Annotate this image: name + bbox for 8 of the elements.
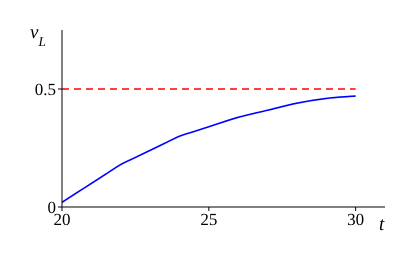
y-axis-title: v$_{L}$ <box>30 22 46 48</box>
x-tick-label: 20 <box>54 210 70 230</box>
x-tick-label: 25 <box>200 210 218 230</box>
y-tick-label: 0.5 <box>34 80 56 100</box>
x-axis-title: t <box>379 214 385 235</box>
y-tick-label: 0 <box>48 198 56 218</box>
x-tick-label: 30 <box>347 210 364 230</box>
line-series <box>62 95 356 204</box>
